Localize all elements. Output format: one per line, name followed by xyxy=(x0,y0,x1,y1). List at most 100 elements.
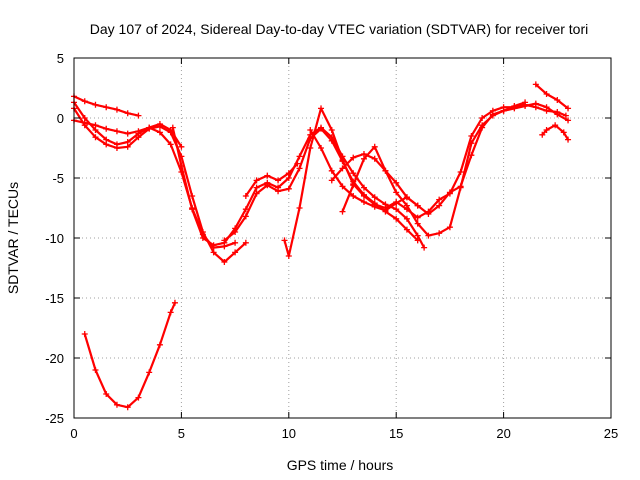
data-point-marker xyxy=(296,153,303,160)
data-point-marker xyxy=(135,134,142,141)
series-line xyxy=(341,102,570,237)
data-point-marker xyxy=(414,202,421,209)
data-point-marker xyxy=(403,226,410,233)
data-point-marker xyxy=(500,107,507,114)
data-point-marker xyxy=(350,154,357,161)
data-point-marker xyxy=(275,188,282,195)
data-point-marker xyxy=(360,151,367,157)
y-tick-label: -15 xyxy=(45,291,64,306)
x-tick-label: 25 xyxy=(604,426,618,441)
data-point-marker xyxy=(285,185,292,192)
data-point-marker xyxy=(253,177,260,184)
x-axis-label: GPS time / hours xyxy=(287,457,394,473)
series-line xyxy=(72,101,237,249)
data-point-marker xyxy=(156,121,163,127)
data-point-marker xyxy=(457,169,464,175)
data-point-marker xyxy=(457,184,464,191)
data-point-marker xyxy=(199,235,206,241)
data-point-marker xyxy=(318,125,325,132)
data-point-marker xyxy=(242,206,249,213)
data-point-marker xyxy=(167,309,174,316)
data-point-marker xyxy=(156,129,163,136)
x-tick-label: 15 xyxy=(389,426,403,441)
data-point-marker xyxy=(135,394,142,401)
data-point-marker xyxy=(285,253,292,259)
series-line xyxy=(244,162,299,198)
data-point-marker xyxy=(146,369,153,376)
data-point-marker xyxy=(403,215,410,222)
data-point-marker xyxy=(318,105,325,112)
data-point-marker xyxy=(275,177,282,184)
data-point-marker xyxy=(92,122,99,129)
x-tick-label: 5 xyxy=(178,426,185,441)
data-point-marker xyxy=(479,115,486,121)
data-point-marker xyxy=(113,106,120,113)
data-point-marker xyxy=(296,165,303,172)
data-point-marker xyxy=(146,124,153,131)
data-point-marker xyxy=(328,177,335,184)
data-point-marker xyxy=(414,214,421,221)
data-point-marker xyxy=(393,189,400,196)
data-point-marker xyxy=(328,167,335,174)
data-point-marker xyxy=(382,207,389,214)
data-point-marker xyxy=(178,163,185,169)
data-point-marker xyxy=(350,170,357,177)
data-point-marker xyxy=(167,141,174,148)
data-point-marker xyxy=(532,100,539,107)
y-tick-label: 5 xyxy=(57,51,64,66)
data-point-marker xyxy=(178,143,185,150)
series-group xyxy=(71,81,572,411)
data-point-marker xyxy=(393,215,400,222)
data-point-marker xyxy=(532,81,539,88)
data-point-marker xyxy=(543,91,550,97)
data-point-marker xyxy=(81,119,88,126)
data-point-marker xyxy=(371,155,378,162)
data-point-marker xyxy=(552,122,559,129)
data-point-marker xyxy=(560,129,567,136)
data-point-marker xyxy=(414,237,421,244)
data-point-marker xyxy=(539,131,546,138)
y-axis-label: SDTVAR / TECUs xyxy=(5,182,21,294)
data-point-marker xyxy=(156,341,163,348)
data-point-marker xyxy=(242,213,249,220)
data-point-marker xyxy=(339,208,346,215)
series-line xyxy=(534,83,570,110)
data-point-marker xyxy=(210,249,217,256)
data-point-marker xyxy=(350,193,357,199)
data-point-marker xyxy=(253,184,260,191)
data-point-marker xyxy=(264,172,271,179)
x-tick-label: 10 xyxy=(282,426,296,441)
data-point-marker xyxy=(414,220,421,227)
data-point-marker xyxy=(554,111,561,118)
data-point-marker xyxy=(296,205,303,211)
data-point-marker xyxy=(393,206,400,213)
data-point-marker xyxy=(360,199,367,205)
data-point-marker xyxy=(264,182,271,189)
data-point-marker xyxy=(436,196,443,203)
series-sat-g xyxy=(221,125,421,244)
data-point-marker xyxy=(436,230,443,237)
data-point-marker xyxy=(446,189,453,196)
data-point-marker xyxy=(232,229,239,235)
data-point-marker xyxy=(562,112,569,119)
data-point-marker xyxy=(242,239,249,246)
data-point-marker xyxy=(113,401,120,408)
data-point-marker xyxy=(221,237,228,244)
series-line xyxy=(83,301,177,409)
data-point-marker xyxy=(382,167,389,174)
data-point-marker xyxy=(281,237,288,244)
data-point-marker xyxy=(371,203,378,210)
data-point-marker xyxy=(339,157,346,163)
series-sat-h xyxy=(242,160,301,199)
series-sat-d xyxy=(71,117,185,150)
series-sat-m xyxy=(532,81,572,112)
data-point-marker xyxy=(543,127,550,133)
y-tick-label: -5 xyxy=(52,171,64,186)
series-sat-e xyxy=(81,299,178,411)
series-sat-f xyxy=(169,124,428,251)
data-point-marker xyxy=(253,190,260,197)
data-point-marker xyxy=(468,140,475,147)
series-sat-k xyxy=(339,100,572,239)
data-point-marker xyxy=(124,143,131,150)
data-point-marker xyxy=(421,244,428,251)
